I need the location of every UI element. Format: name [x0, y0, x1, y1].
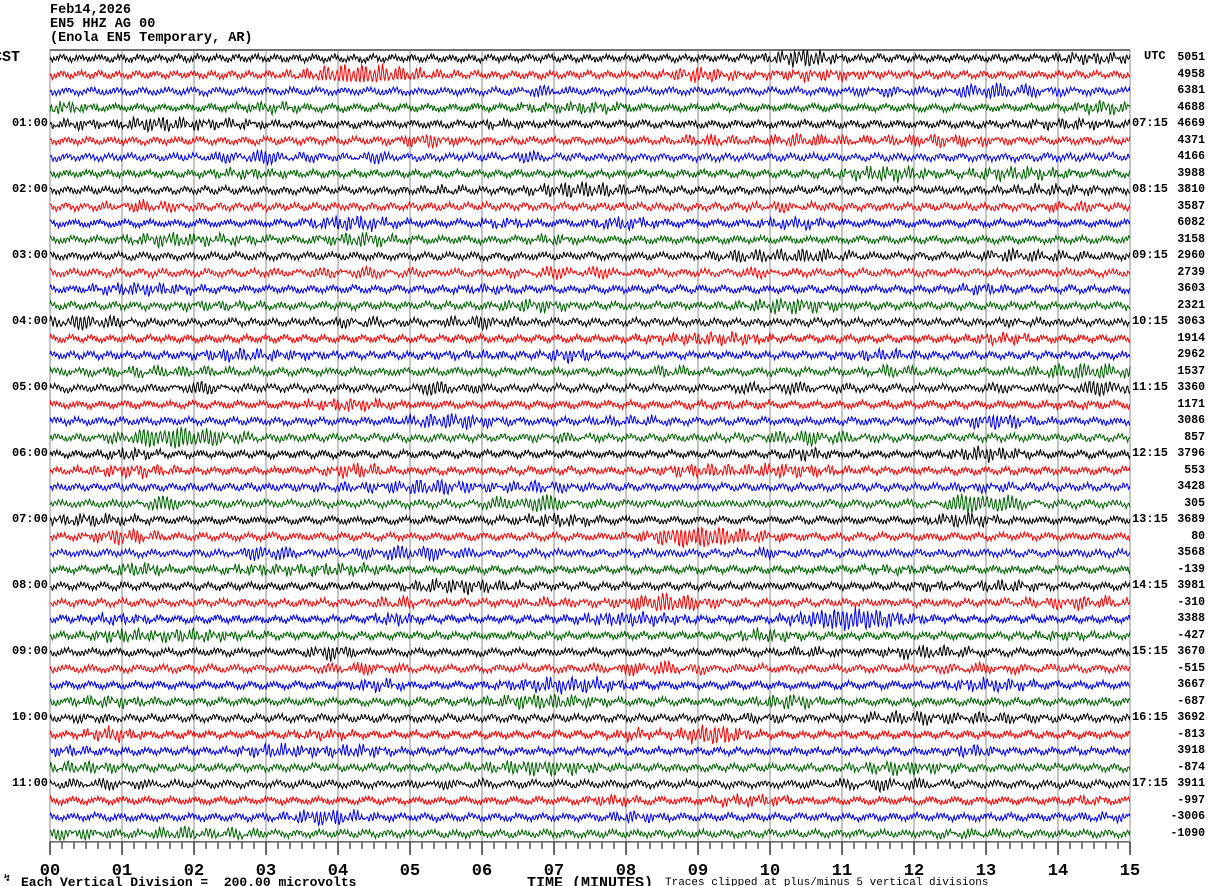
svg-text:06: 06 [472, 862, 492, 881]
svg-text:01: 01 [112, 862, 132, 881]
svg-text:07: 07 [544, 862, 564, 881]
svg-text:00: 00 [40, 862, 60, 881]
svg-text:04: 04 [328, 862, 348, 881]
svg-text:15: 15 [1120, 862, 1140, 881]
svg-text:08: 08 [616, 862, 636, 881]
svg-text:10: 10 [760, 862, 780, 881]
svg-text:13: 13 [976, 862, 996, 881]
svg-text:03: 03 [256, 862, 276, 881]
svg-text:12: 12 [904, 862, 924, 881]
svg-text:05: 05 [400, 862, 420, 881]
svg-text:09: 09 [688, 862, 708, 881]
svg-text:02: 02 [184, 862, 204, 881]
svg-text:11: 11 [832, 862, 852, 881]
svg-text:14: 14 [1048, 862, 1068, 881]
